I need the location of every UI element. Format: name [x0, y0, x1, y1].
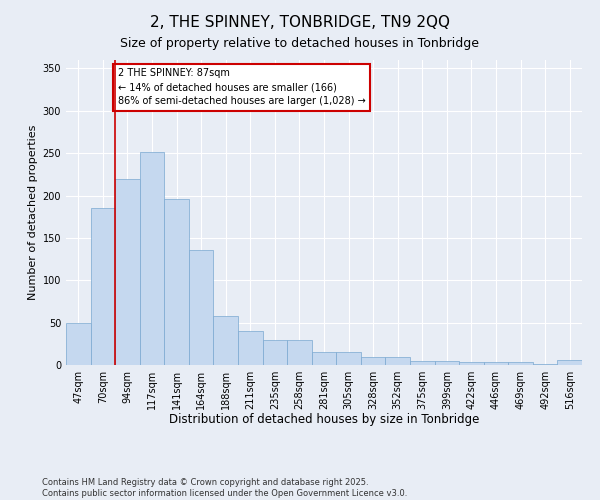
Bar [434, 361, 459, 365]
Bar [214, 316, 238, 365]
Bar [312, 352, 336, 365]
Bar [508, 362, 533, 365]
Text: 2 THE SPINNEY: 87sqm
← 14% of detached houses are smaller (166)
86% of semi-deta: 2 THE SPINNEY: 87sqm ← 14% of detached h… [118, 68, 365, 106]
Bar [336, 352, 361, 365]
Bar [410, 361, 434, 365]
X-axis label: Distribution of detached houses by size in Tonbridge: Distribution of detached houses by size … [169, 414, 479, 426]
Bar [140, 152, 164, 365]
Bar [361, 358, 385, 365]
Bar [115, 178, 140, 365]
Text: Size of property relative to detached houses in Tonbridge: Size of property relative to detached ho… [121, 38, 479, 51]
Bar [66, 324, 91, 365]
Text: 2, THE SPINNEY, TONBRIDGE, TN9 2QQ: 2, THE SPINNEY, TONBRIDGE, TN9 2QQ [150, 15, 450, 30]
Bar [263, 340, 287, 365]
Bar [557, 360, 582, 365]
Bar [484, 362, 508, 365]
Bar [385, 358, 410, 365]
Bar [533, 364, 557, 365]
Text: Contains HM Land Registry data © Crown copyright and database right 2025.
Contai: Contains HM Land Registry data © Crown c… [42, 478, 407, 498]
Y-axis label: Number of detached properties: Number of detached properties [28, 125, 38, 300]
Bar [164, 199, 189, 365]
Bar [189, 250, 214, 365]
Bar [91, 208, 115, 365]
Bar [287, 340, 312, 365]
Bar [459, 362, 484, 365]
Bar [238, 331, 263, 365]
